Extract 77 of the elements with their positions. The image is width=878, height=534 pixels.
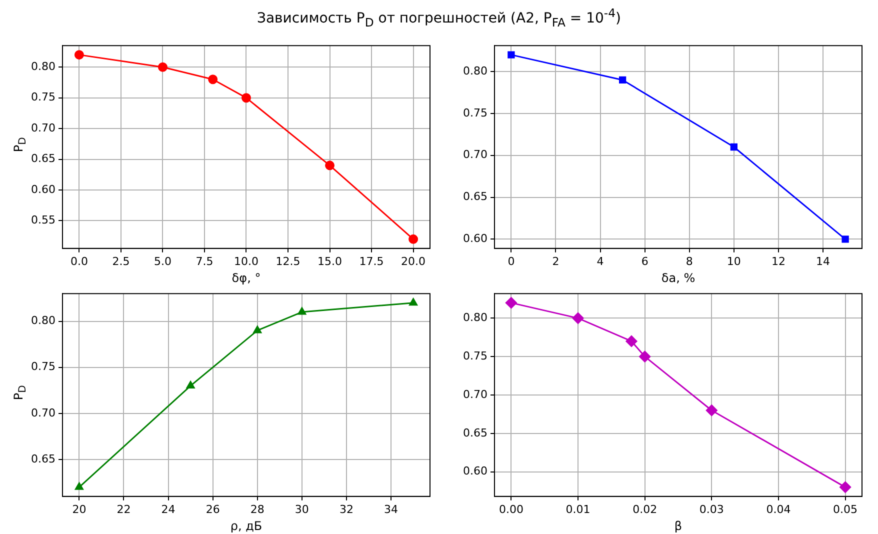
x-tick-label: 0.0 [70, 254, 88, 268]
y-tick-label: 0.65 [30, 452, 56, 466]
y-tick-label: 0.65 [30, 152, 56, 166]
x-tick-label: 5.0 [154, 254, 172, 268]
y-tick-label: 0.65 [462, 426, 488, 440]
point [840, 481, 852, 493]
point [186, 381, 195, 389]
x-tick-label: 0.00 [498, 502, 524, 516]
x-tick-label: 0.03 [699, 502, 724, 516]
x-tick-label: 4 [596, 254, 604, 268]
point [618, 76, 626, 84]
x-tick-label: 34 [384, 502, 398, 516]
x-tick-label: 15.0 [318, 254, 342, 268]
x-axis-title: δa, % [661, 270, 696, 285]
y-tick-label: 0.65 [462, 190, 488, 204]
x-tick-label: 12 [771, 254, 786, 268]
y-tick-label: 0.70 [30, 121, 56, 134]
y-tick-label: 0.60 [30, 182, 56, 196]
x-tick-label: 0 [508, 254, 515, 268]
x-tick-label: 0.05 [833, 502, 858, 516]
x-tick-label: 10.0 [234, 254, 258, 268]
x-tick-label: 2 [552, 254, 560, 268]
x-tick-label: 0.02 [632, 502, 658, 516]
x-tick-label: 22 [116, 502, 131, 516]
y-tick-label: 0.55 [30, 214, 56, 227]
x-tick-label: 28 [250, 502, 264, 516]
x-tick-label: 2.5 [112, 254, 130, 268]
point [74, 482, 84, 490]
point [253, 326, 262, 334]
x-tick-label: 30 [294, 502, 309, 516]
y-tick-label: 0.75 [30, 360, 56, 374]
point [572, 312, 584, 324]
x-tick-label: 8 [686, 254, 693, 268]
y-tick-label: 0.75 [462, 106, 488, 120]
point [74, 50, 84, 60]
y-tick-label: 0.70 [30, 406, 56, 420]
point [298, 307, 306, 315]
point [241, 93, 251, 103]
x-tick-label: 10 [726, 254, 741, 268]
point [508, 51, 515, 58]
y-tick-label: 0.80 [30, 60, 56, 73]
point [706, 404, 718, 416]
y-tick-label: 0.75 [30, 90, 56, 104]
y-tick-label: 0.80 [30, 314, 56, 328]
x-axis-title: β [674, 518, 682, 533]
x-tick-label: 24 [161, 502, 176, 516]
y-tick-label: 0.60 [462, 464, 488, 478]
point [626, 335, 638, 347]
chart-title: Зависимость P$_{D}$ от погрешностей (A2, P$_{FA}$ = 10$^{-4}$) [256, 6, 622, 30]
y-tick-label: 0.70 [462, 388, 488, 401]
y-tick-label: 0.75 [462, 349, 488, 362]
x-tick-label: 26 [206, 502, 220, 516]
y-tick-label: 0.70 [462, 148, 488, 162]
point [639, 350, 651, 362]
x-tick-label: 32 [339, 502, 354, 516]
x-axis-title: δφ, ° [232, 270, 261, 285]
x-tick-label: 6 [641, 254, 648, 268]
x-tick-label: 14 [816, 254, 830, 268]
point [408, 234, 418, 244]
point [505, 297, 517, 309]
y-tick-label: 0.80 [462, 64, 488, 78]
point [409, 298, 418, 306]
x-tick-label: 20.0 [401, 254, 426, 268]
point [208, 74, 218, 84]
x-tick-label: 20 [72, 502, 86, 516]
x-tick-label: 0.01 [566, 502, 590, 516]
point [158, 62, 168, 72]
x-tick-label: 7.5 [196, 254, 214, 268]
x-tick-label: 17.5 [359, 254, 384, 268]
x-axis-title: ρ, дБ [230, 518, 262, 533]
point [842, 236, 849, 243]
x-tick-label: 12.5 [276, 254, 300, 268]
x-tick-label: 0.04 [766, 502, 791, 516]
y-tick-label: 0.60 [462, 232, 488, 246]
y-tick-label: 0.80 [462, 311, 488, 324]
point [325, 160, 335, 170]
point [730, 143, 738, 151]
